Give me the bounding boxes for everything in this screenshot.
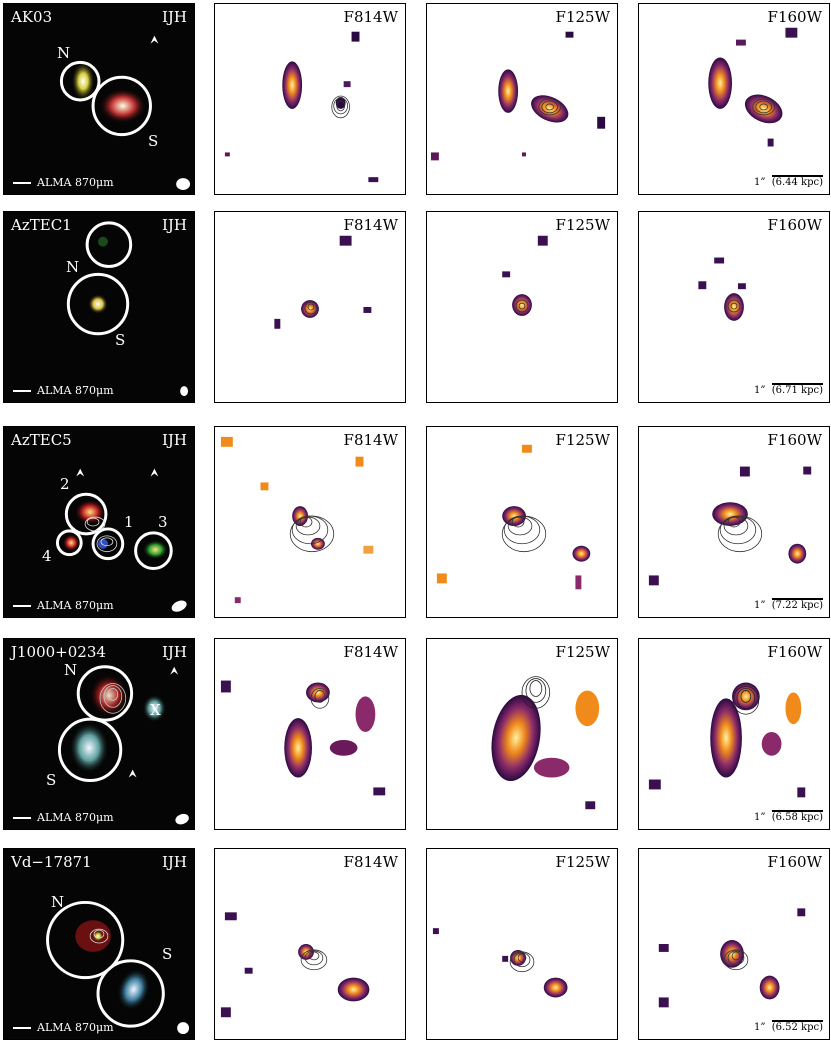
row4-f125w-label: F125W xyxy=(555,643,610,661)
row1-f160w-image xyxy=(708,27,798,147)
row3-comp-4: 4 xyxy=(42,547,52,565)
row1-comp-s: S xyxy=(148,132,159,150)
row5-rgb-image xyxy=(46,900,190,1035)
row4-rgb-label: IJH xyxy=(161,643,187,661)
row3-comp-2: 2 xyxy=(60,475,70,493)
row2-f160w-panel: F160W 1” (6.71 kpc) xyxy=(638,211,830,403)
row1-f125w-label: F125W xyxy=(555,8,610,26)
row3-comp-1: 1 xyxy=(124,513,134,531)
row3-rgb-panel: AzTEC5 IJH 1 2 3 4 ALMA 870μm xyxy=(3,426,195,618)
row2-comp-s: S xyxy=(115,331,126,349)
row2-f160w-label: F160W xyxy=(767,216,822,234)
row3-f160w-label: F160W xyxy=(767,431,822,449)
row2-f125w-panel: F125W xyxy=(426,211,618,403)
row5-comp-s: S xyxy=(162,945,173,963)
row2-rgb-panel: AzTEC1 IJH N S ALMA 870μm xyxy=(3,211,195,403)
row1-f814w-panel: F814W xyxy=(214,3,406,195)
row5-f125w-panel: F125W xyxy=(426,848,618,1040)
row2-scale-bar: 1” (6.71 kpc) xyxy=(754,383,823,396)
row2-f125w-label: F125W xyxy=(555,216,610,234)
row2-alma-label: ALMA 870μm xyxy=(13,385,114,396)
row4-f814w-panel: F814W xyxy=(214,638,406,830)
row4-comp-n: N xyxy=(64,661,78,679)
row5-scale-bar: 1” (6.52 kpc) xyxy=(754,1020,823,1033)
row3-f814w-panel: F814W xyxy=(214,426,406,618)
row1-f160w-label: F160W xyxy=(767,8,822,26)
row3-source-name: AzTEC5 xyxy=(11,431,72,449)
row3-f160w-image xyxy=(648,466,812,586)
row2-f814w-panel: F814W xyxy=(214,211,406,403)
row4-rgb-image xyxy=(57,665,189,825)
row3-f814w-label: F814W xyxy=(343,431,398,449)
row4-f160w-image xyxy=(648,682,806,798)
row5-f160w-panel: F160W 1” (6.52 kpc) xyxy=(638,848,830,1040)
row2-f814w-image xyxy=(274,235,372,329)
row1-f125w-panel: F125W xyxy=(426,3,618,195)
row2-comp-n: N xyxy=(66,258,80,276)
row1-comp-n: N xyxy=(57,44,71,62)
row1-rgb-label: IJH xyxy=(161,8,187,26)
row5-source-name: Vd−17871 xyxy=(11,853,92,871)
row2-f814w-label: F814W xyxy=(343,216,398,234)
row4-f125w-image xyxy=(491,676,600,810)
row3-rgb-image xyxy=(55,468,187,612)
row2-f160w-image xyxy=(698,257,746,321)
row4-scale-bar: 1” (6.58 kpc) xyxy=(754,810,823,823)
row3-comp-3: 3 xyxy=(158,513,168,531)
row1-source-name: AK03 xyxy=(11,8,53,26)
row1-rgb-image xyxy=(59,35,191,191)
row4-f125w-panel: F125W xyxy=(426,638,618,830)
row5-alma-label: ALMA 870μm xyxy=(13,1022,114,1033)
row5-f814w-image xyxy=(220,912,370,1018)
row4-f814w-image xyxy=(220,680,386,796)
row3-rgb-label: IJH xyxy=(161,431,187,449)
row1-f814w-image xyxy=(224,31,379,183)
row2-f125w-image xyxy=(502,235,548,316)
row1-scale-bar: 1” (6.44 kpc) xyxy=(754,175,823,188)
row1-rgb-panel: AK03 IJH N S ALMA 870μm xyxy=(3,3,195,195)
row5-f160w-label: F160W xyxy=(767,853,822,871)
row5-f125w-image xyxy=(432,928,568,998)
row4-alma-label: ALMA 870μm xyxy=(13,812,114,823)
row5-rgb-label: IJH xyxy=(161,853,187,871)
row5-comp-n: N xyxy=(51,893,65,911)
row1-f125w-image xyxy=(430,31,606,161)
row4-comp-x: X xyxy=(150,701,161,719)
row2-source-name: AzTEC1 xyxy=(11,216,72,234)
row2-rgb-image xyxy=(66,221,189,397)
row3-scale-bar: 1” (7.22 kpc) xyxy=(754,598,823,611)
row2-rgb-label: IJH xyxy=(161,216,187,234)
row4-f814w-label: F814W xyxy=(343,643,398,661)
row3-alma-label: ALMA 870μm xyxy=(13,600,114,611)
row3-f814w-image xyxy=(220,436,374,604)
row5-rgb-panel: Vd−17871 IJH N S ALMA 870μm xyxy=(3,848,195,1040)
row3-f125w-label: F125W xyxy=(555,431,610,449)
row4-source-name: J1000+0234 xyxy=(11,643,106,661)
row3-f160w-panel: F160W 1” (7.22 kpc) xyxy=(638,426,830,618)
row1-f160w-panel: F160W 1” (6.44 kpc) xyxy=(638,3,830,195)
row1-f814w-label: F814W xyxy=(343,8,398,26)
row4-rgb-panel: J1000+0234 IJH N S X ALMA 870μm xyxy=(3,638,195,830)
row3-f125w-image xyxy=(436,444,591,590)
row4-f160w-panel: F160W 1” (6.58 kpc) xyxy=(638,638,830,830)
row5-f160w-image xyxy=(658,908,806,1008)
row5-f814w-panel: F814W xyxy=(214,848,406,1040)
row4-comp-s: S xyxy=(46,771,57,789)
row3-f125w-panel: F125W xyxy=(426,426,618,618)
row5-f125w-label: F125W xyxy=(555,853,610,871)
row1-alma-label: ALMA 870μm xyxy=(13,177,114,188)
row5-f814w-label: F814W xyxy=(343,853,398,871)
row4-f160w-label: F160W xyxy=(767,643,822,661)
